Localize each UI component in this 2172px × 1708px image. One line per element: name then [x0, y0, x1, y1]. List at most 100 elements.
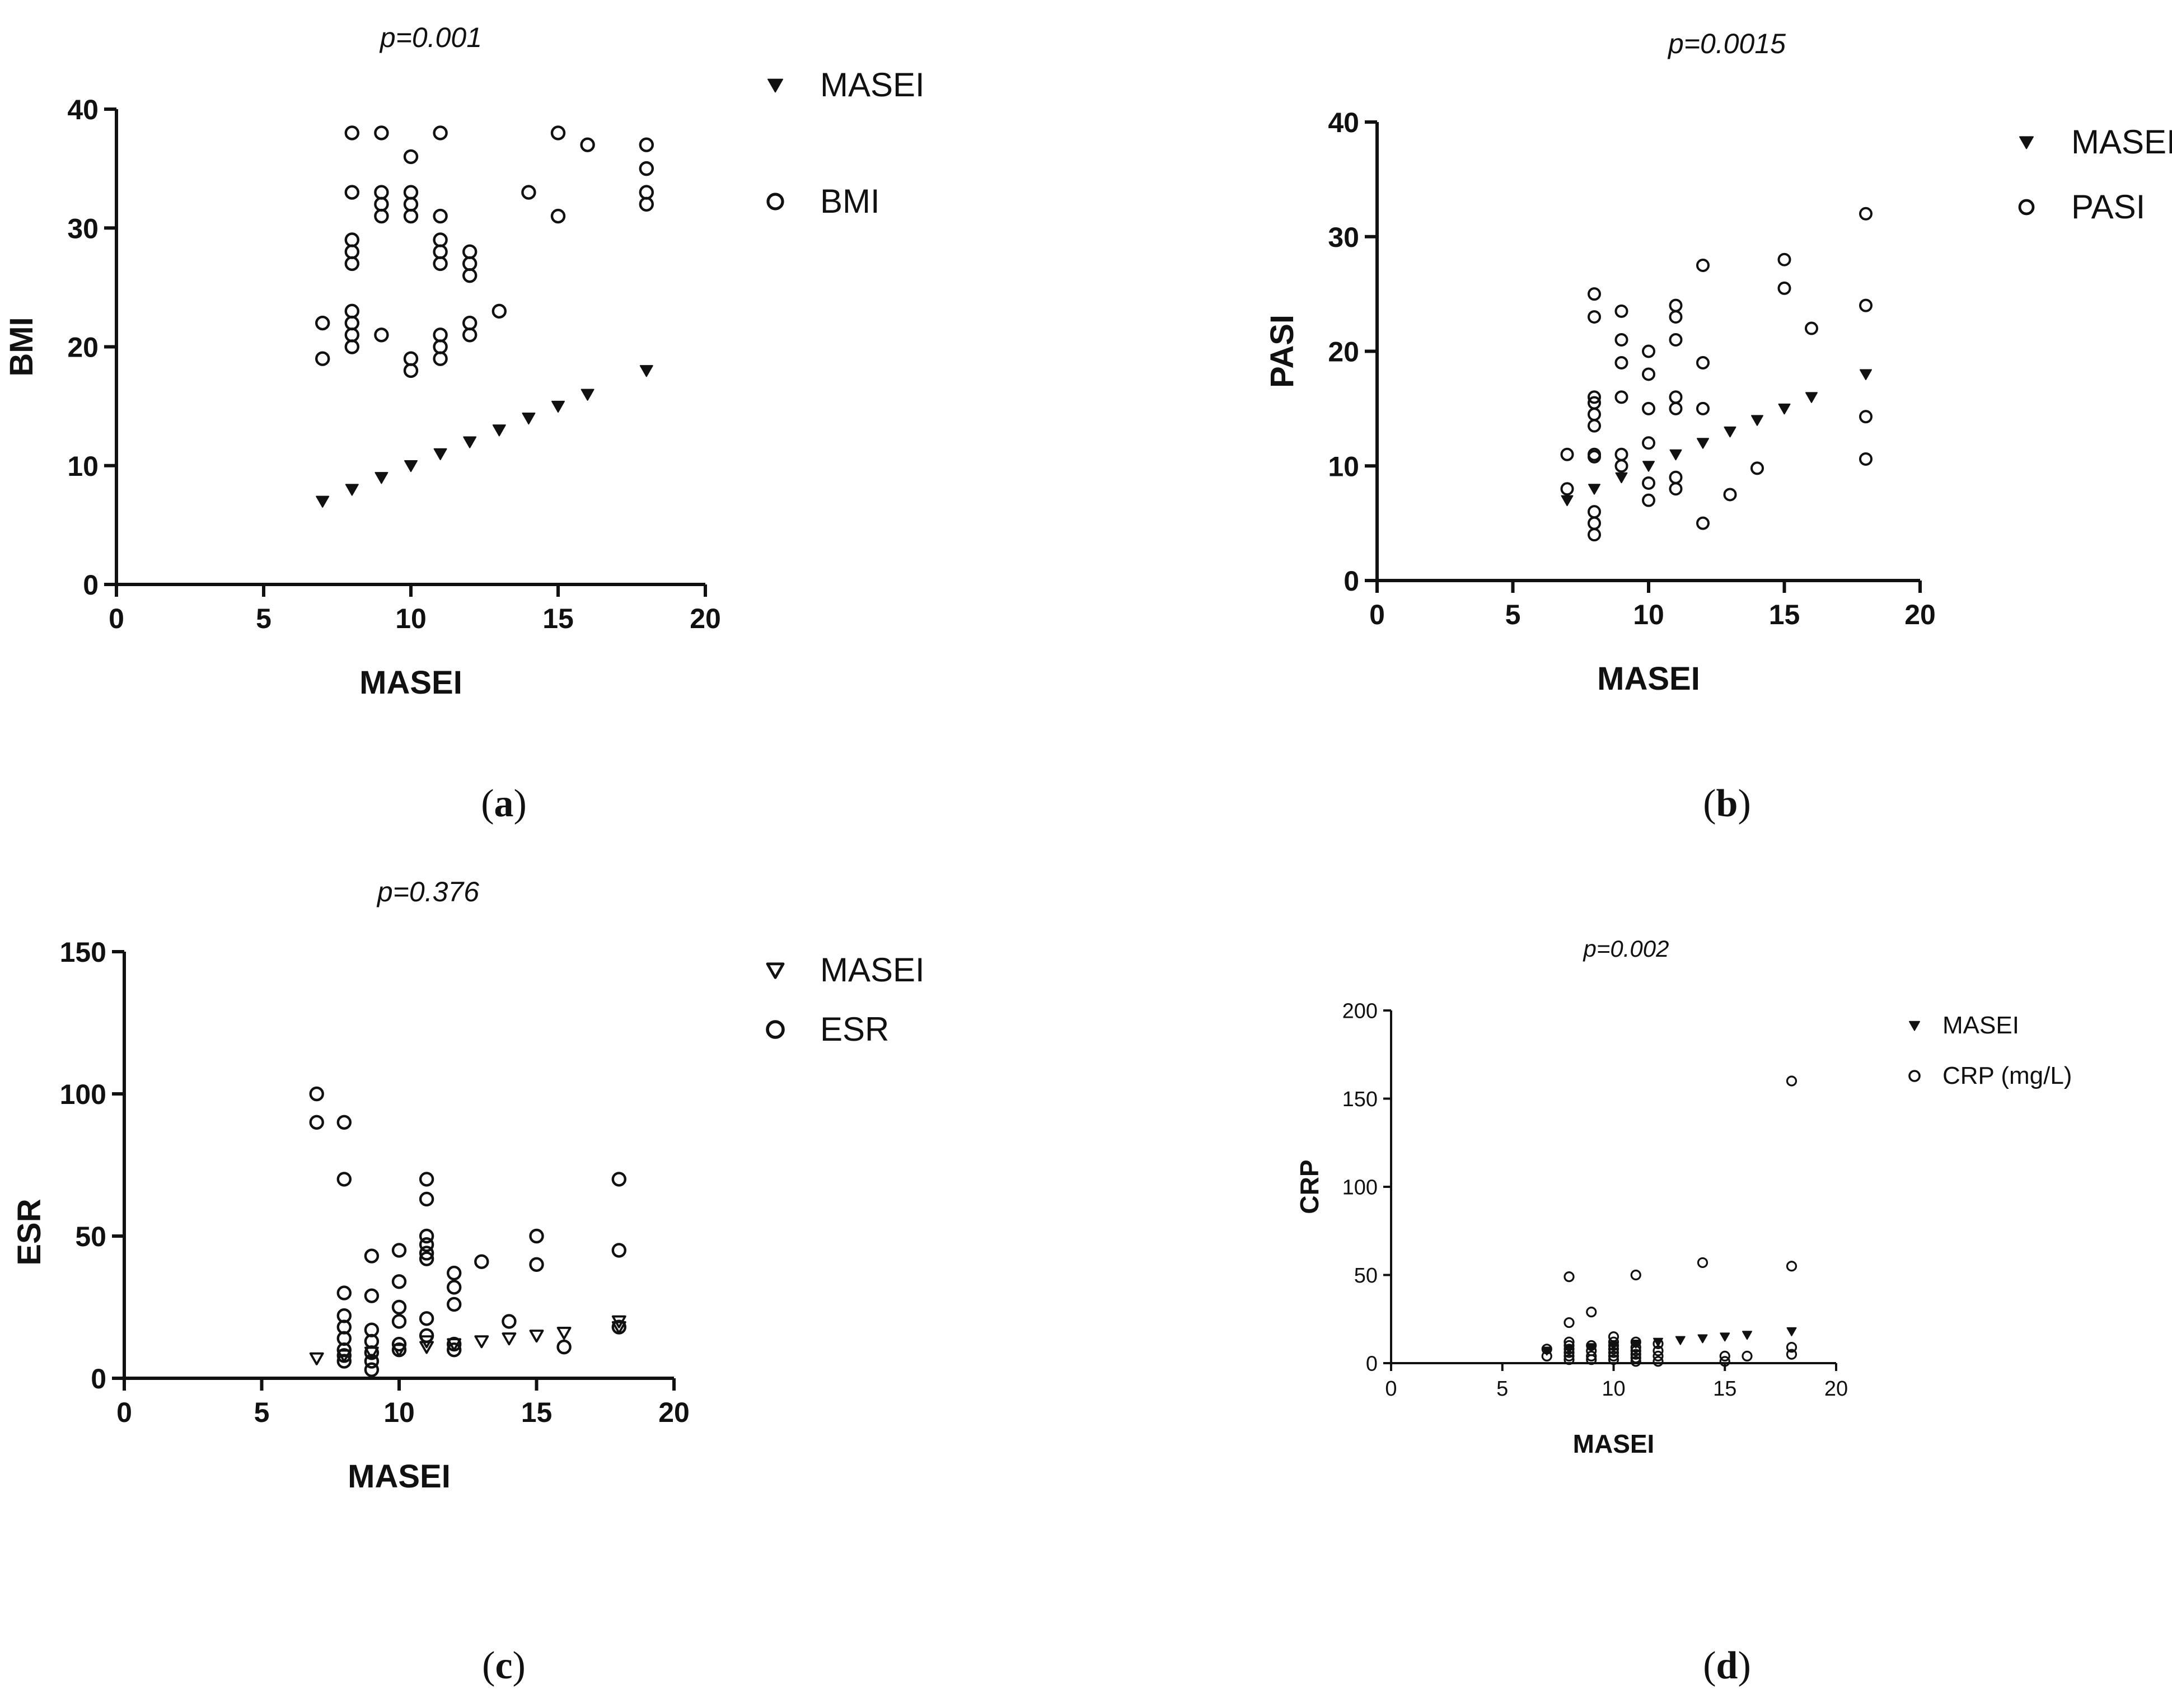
- data-point-esr: [474, 1254, 489, 1269]
- x-tick-label: 5: [254, 1397, 270, 1428]
- data-point-bmi: [491, 303, 507, 319]
- data-point-pasi: [1588, 505, 1601, 519]
- caption-letter: c: [495, 1644, 512, 1687]
- data-point-esr: [391, 1274, 407, 1289]
- data-point-masei: [463, 436, 477, 448]
- data-point-pasi: [1588, 408, 1601, 422]
- y-tick-label: 20: [67, 332, 99, 363]
- caption-letter: a: [494, 782, 514, 825]
- data-point-crp-mg-l-: [1630, 1356, 1641, 1367]
- data-point-esr: [611, 1319, 627, 1335]
- y-tick-label: 50: [1354, 1264, 1378, 1288]
- data-point-pasi: [1750, 461, 1764, 475]
- data-point-bmi: [639, 137, 654, 152]
- data-point-crp-mg-l-: [1608, 1347, 1619, 1358]
- data-point-masei: [1642, 461, 1655, 472]
- data-point-bmi: [521, 185, 536, 200]
- data-point-esr: [447, 1336, 462, 1352]
- data-point-esr: [336, 1172, 352, 1187]
- data-point-esr: [391, 1342, 407, 1358]
- data-point-esr: [419, 1251, 434, 1266]
- data-point-crp-mg-l-: [1630, 1352, 1641, 1364]
- x-tick-label: 20: [1904, 599, 1936, 630]
- data-point-masei: [1615, 472, 1628, 484]
- legend-marker: [2019, 136, 2034, 149]
- data-point-esr: [336, 1354, 352, 1369]
- data-point-crp-mg-l-: [1630, 1342, 1641, 1353]
- legend-label: ESR: [820, 1010, 889, 1048]
- data-point-crp-mg-l-: [1586, 1340, 1597, 1351]
- y-tick-label: 10: [1328, 451, 1359, 482]
- x-tick-label: 10: [1602, 1377, 1625, 1401]
- legend-label: BMI: [820, 183, 880, 220]
- data-point-pasi: [1669, 310, 1683, 324]
- data-point-pasi: [1696, 401, 1710, 415]
- data-point-crp-mg-l-: [1786, 1261, 1797, 1272]
- data-point-masei: [1588, 484, 1600, 495]
- data-point-crp-mg-l-: [1564, 1317, 1575, 1328]
- data-point-bmi: [433, 339, 448, 354]
- legend-label: CRP (mg/L): [1942, 1062, 2072, 1089]
- data-point-crp-mg-l-: [1564, 1340, 1575, 1351]
- data-point-bmi: [462, 268, 478, 283]
- data-point-bmi: [403, 208, 419, 224]
- data-point-crp-mg-l-: [1653, 1338, 1664, 1349]
- data-point-esr: [336, 1115, 352, 1130]
- data-point-bmi: [403, 149, 419, 165]
- data-point-bmi: [374, 208, 389, 224]
- data-point-masei: [1724, 426, 1736, 438]
- caption-letter: b: [1716, 782, 1738, 825]
- data-point-esr: [336, 1285, 352, 1300]
- caption-close-paren: ): [1738, 1644, 1750, 1687]
- x-axis-label: MASEI: [359, 665, 462, 701]
- y-tick-label: 150: [60, 937, 106, 968]
- data-point-bmi: [433, 327, 448, 343]
- data-point-esr: [364, 1288, 380, 1303]
- x-tick-label: 0: [1385, 1377, 1397, 1401]
- data-point-bmi: [580, 137, 595, 152]
- data-point-bmi: [433, 256, 448, 272]
- data-point-masei: [474, 1335, 489, 1349]
- data-point-masei: [1786, 1327, 1797, 1336]
- data-point-pasi: [1642, 493, 1655, 507]
- data-point-esr: [419, 1228, 434, 1244]
- data-point-pasi: [1614, 333, 1628, 347]
- data-point-pasi: [1642, 476, 1655, 490]
- data-point-pasi: [1588, 516, 1601, 530]
- x-tick-label: 0: [1369, 599, 1385, 630]
- x-tick-label: 20: [658, 1397, 690, 1428]
- data-point-esr: [364, 1345, 380, 1360]
- data-point-bmi: [639, 196, 654, 212]
- y-axis-label: BMI: [3, 317, 40, 376]
- data-point-masei: [1697, 438, 1709, 449]
- data-point-bmi: [344, 315, 359, 331]
- data-point-masei: [1697, 1334, 1708, 1344]
- data-point-crp-mg-l-: [1564, 1354, 1575, 1365]
- data-point-bmi: [315, 351, 330, 366]
- data-point-esr: [309, 1115, 324, 1130]
- panel-a: p=0.001 0 5 10 15 20 0 10 20 30 40 MASEI BMI MASEI BMI…: [3, 22, 925, 825]
- data-point-crp-mg-l-: [1564, 1350, 1575, 1361]
- data-point-masei: [345, 484, 359, 496]
- caption-close-paren: ): [514, 782, 527, 825]
- y-tick-label: 40: [67, 94, 99, 125]
- data-point-esr: [419, 1172, 434, 1187]
- data-point-masei: [1860, 369, 1872, 380]
- panel-c: p=0.376 0 5 10 15 20 0 50 100 150 MASEI ESR MASEI ESR…: [11, 876, 925, 1687]
- data-point-esr: [336, 1348, 352, 1363]
- data-point-bmi: [433, 125, 448, 141]
- data-point-bmi: [462, 327, 478, 343]
- x-tick-label: 5: [1505, 599, 1521, 630]
- data-point-esr: [364, 1362, 380, 1377]
- data-point-pasi: [1696, 516, 1710, 530]
- data-point-bmi: [344, 232, 359, 247]
- panel-d-caption: (d): [1703, 1644, 1751, 1687]
- data-point-crp-mg-l-: [1653, 1345, 1664, 1356]
- data-point-crp-mg-l-: [1786, 1349, 1797, 1360]
- data-point-pasi: [1614, 304, 1628, 318]
- data-point-bmi: [344, 339, 359, 354]
- data-point-crp-mg-l-: [1608, 1350, 1619, 1361]
- data-point-bmi: [344, 244, 359, 259]
